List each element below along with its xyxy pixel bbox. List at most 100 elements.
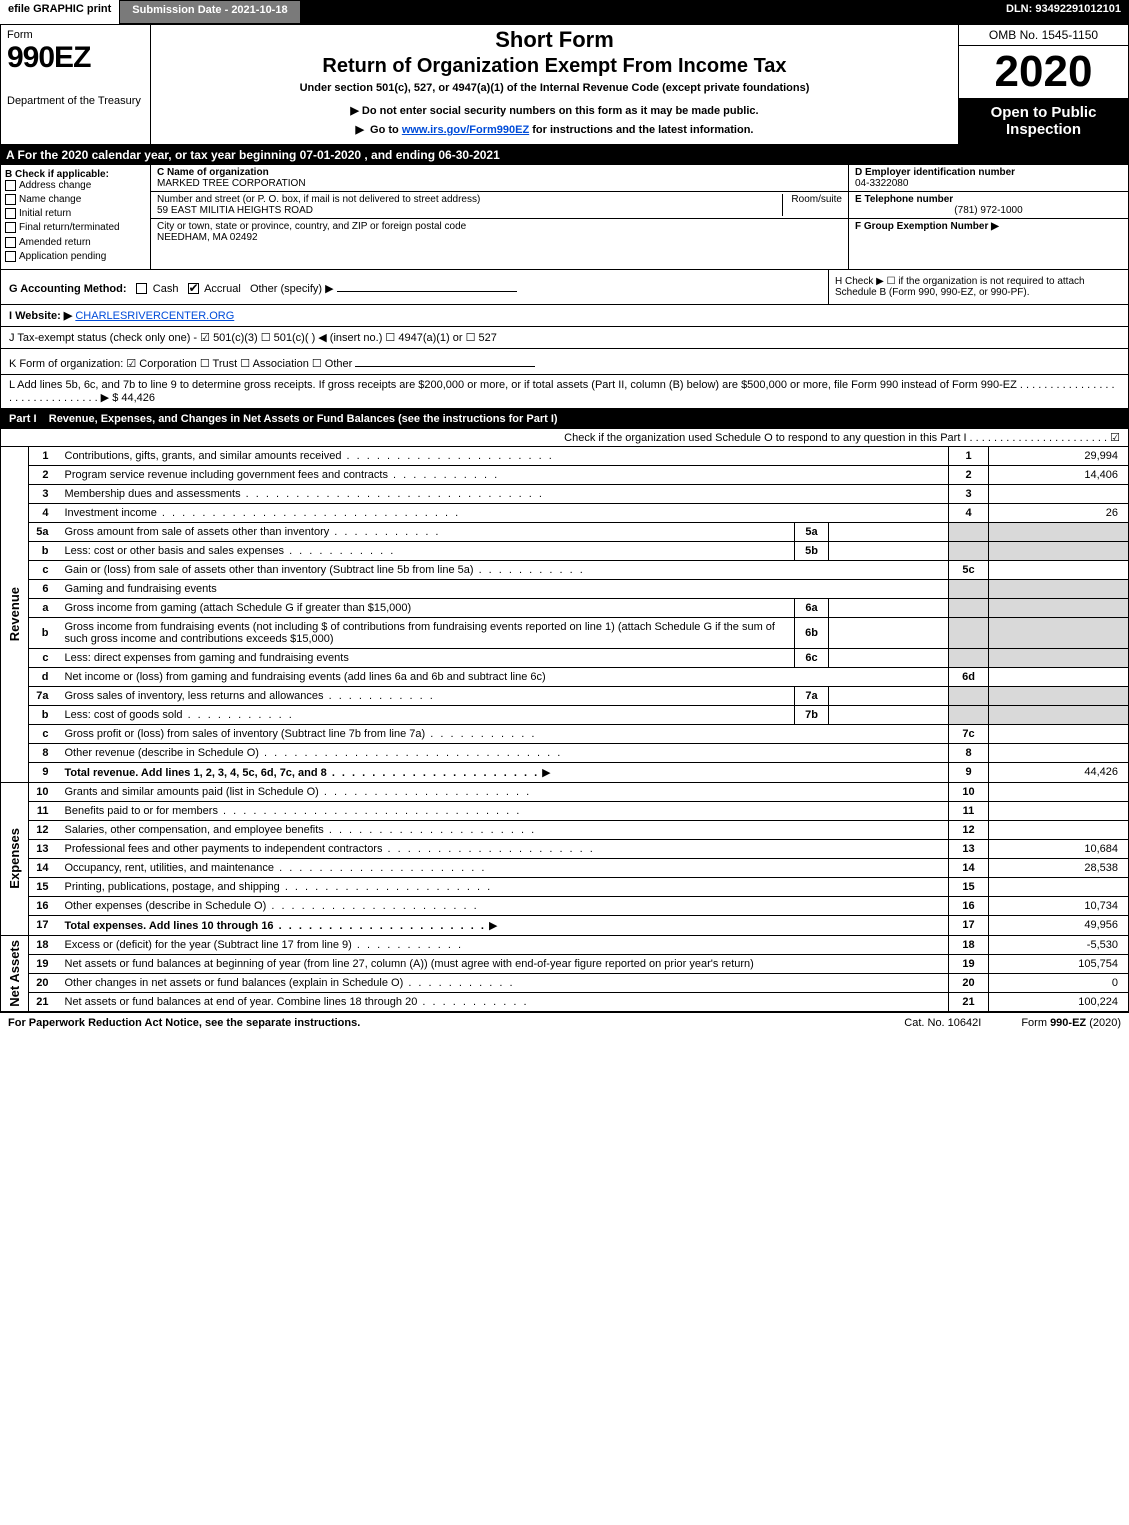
line-5a-desc: Gross amount from sale of assets other t… [65,526,441,538]
revenue-sidelabel: Revenue [7,587,22,641]
lines-table: Revenue 1 Contributions, gifts, grants, … [0,447,1129,1012]
check-amended-return[interactable]: Amended return [5,237,146,248]
line-21-value: 100,224 [989,992,1129,1011]
check-initial-return[interactable]: Initial return [5,208,146,219]
line-3-desc: Membership dues and assessments [65,488,544,500]
line-6d-desc: Net income or (loss) from gaming and fun… [59,667,949,686]
part1-heading: Revenue, Expenses, and Changes in Net As… [49,413,558,425]
short-form-title: Short Form [157,27,952,53]
f-label: F Group Exemption Number ▶ [855,221,1122,232]
part1-header: Part I Revenue, Expenses, and Changes in… [0,409,1129,429]
check-final-return[interactable]: Final return/terminated [5,222,146,233]
check-name-change[interactable]: Name change [5,194,146,205]
page-footer: For Paperwork Reduction Act Notice, see … [0,1012,1129,1033]
goto-pre: Go to [370,124,402,136]
line-7a-desc: Gross sales of inventory, less returns a… [65,690,435,702]
row-tax-exempt: J Tax-exempt status (check only one) - ☑… [0,327,1129,349]
tax-year: 2020 [959,46,1128,98]
department: Department of the Treasury [7,95,144,107]
line-2-desc: Program service revenue including govern… [65,469,500,481]
line-21-desc: Net assets or fund balances at end of ye… [65,996,529,1008]
line-8-desc: Other revenue (describe in Schedule O) [65,747,563,759]
top-bar: efile GRAPHIC print Submission Date - 20… [0,0,1129,24]
return-title: Return of Organization Exempt From Incom… [157,55,952,78]
line-11-value [989,801,1129,820]
line-7c-value [989,724,1129,743]
city-state-zip: NEEDHAM, MA 02492 [157,232,466,243]
section-def: D Employer identification number 04-3322… [848,165,1128,269]
room-suite-label: Room/suite [782,194,842,216]
line-5a-mid [829,522,949,541]
org-name: MARKED TREE CORPORATION [157,178,306,189]
part1-label: Part I [9,413,37,425]
line-7c-desc: Gross profit or (loss) from sales of inv… [65,728,537,740]
line-6d-value [989,667,1129,686]
line-15-desc: Printing, publications, postage, and shi… [65,881,493,893]
line-13-desc: Professional fees and other payments to … [65,843,595,855]
line-19-value: 105,754 [989,954,1129,973]
line-6b-mid [829,617,949,648]
city-label: City or town, state or province, country… [157,221,466,232]
line-16-desc: Other expenses (describe in Schedule O) [65,900,479,912]
line-15-value [989,877,1129,896]
c-label: C Name of organization [157,167,300,178]
line-9-desc: Total revenue. Add lines 1, 2, 3, 4, 5c,… [65,767,540,779]
expenses-sidelabel: Expenses [7,828,22,889]
addr-label: Number and street (or P. O. box, if mail… [157,194,480,205]
line-12-desc: Salaries, other compensation, and employ… [65,824,537,836]
goto-post: for instructions and the latest informat… [532,124,753,136]
website-link[interactable]: CHARLESRIVERCENTER.ORG [75,310,234,322]
line-5c-value [989,560,1129,579]
line-7b-mid [829,705,949,724]
line-14-value: 28,538 [989,858,1129,877]
check-application-pending[interactable]: Application pending [5,251,146,262]
line-6a-mid [829,598,949,617]
line-7a-mid [829,686,949,705]
d-label: D Employer identification number [855,167,1122,178]
do-not-enter: Do not enter social security numbers on … [157,104,952,117]
footer-left: For Paperwork Reduction Act Notice, see … [8,1017,360,1029]
form-label: Form [7,29,144,41]
open-to-public: Open to Public Inspection [959,98,1128,144]
accrual-checkbox[interactable] [188,283,199,294]
ein: 04-3322080 [855,178,1122,189]
line-18-desc: Excess or (deficit) for the year (Subtra… [65,939,464,951]
section-c: C Name of organization MARKED TREE CORPO… [151,165,848,269]
line-11-desc: Benefits paid to or for members [65,805,522,817]
line-7b-desc: Less: cost of goods sold [65,709,294,721]
form-header: Form 990EZ Department of the Treasury Sh… [0,24,1129,145]
cash-checkbox[interactable] [136,283,147,294]
netassets-sidelabel: Net Assets [7,940,22,1007]
goto-link[interactable]: www.irs.gov/Form990EZ [402,124,529,136]
line-5c-desc: Gain or (loss) from sale of assets other… [65,564,585,576]
telephone: (781) 972-1000 [855,205,1122,216]
line-14-desc: Occupancy, rent, utilities, and maintena… [65,862,487,874]
b-label: B Check if applicable: [5,169,146,180]
line-6b-desc: Gross income from fundraising events (no… [59,617,795,648]
line-3-value [989,484,1129,503]
line-1-value: 29,994 [989,447,1129,466]
other-org-input[interactable] [355,353,535,367]
row-website: I Website: ▶ CHARLESRIVERCENTER.ORG [0,305,1129,327]
line-13-value: 10,684 [989,839,1129,858]
line-9-value: 44,426 [989,762,1129,782]
dln: DLN: 93492291012101 [998,0,1129,24]
line-6c-desc: Less: direct expenses from gaming and fu… [59,648,795,667]
submission-date: Submission Date - 2021-10-18 [119,0,300,24]
line-20-value: 0 [989,973,1129,992]
line-10-value [989,782,1129,801]
header-center: Short Form Return of Organization Exempt… [151,25,958,144]
efile-label[interactable]: efile GRAPHIC print [0,0,119,24]
check-address-change[interactable]: Address change [5,180,146,191]
form-number: 990EZ [7,41,144,75]
line-10-desc: Grants and similar amounts paid (list in… [65,786,532,798]
line-1-desc: Contributions, gifts, grants, and simila… [65,450,554,462]
g-label: G Accounting Method: [9,283,127,295]
other-specify-input[interactable] [337,278,517,292]
line-8-value [989,743,1129,762]
line-20-desc: Other changes in net assets or fund bala… [65,977,515,989]
bar-a: A For the 2020 calendar year, or tax yea… [0,145,1129,165]
goto-line: Go to www.irs.gov/Form990EZ for instruct… [157,123,952,136]
line-6-desc: Gaming and fundraising events [59,579,949,598]
line-5b-desc: Less: cost or other basis and sales expe… [65,545,396,557]
